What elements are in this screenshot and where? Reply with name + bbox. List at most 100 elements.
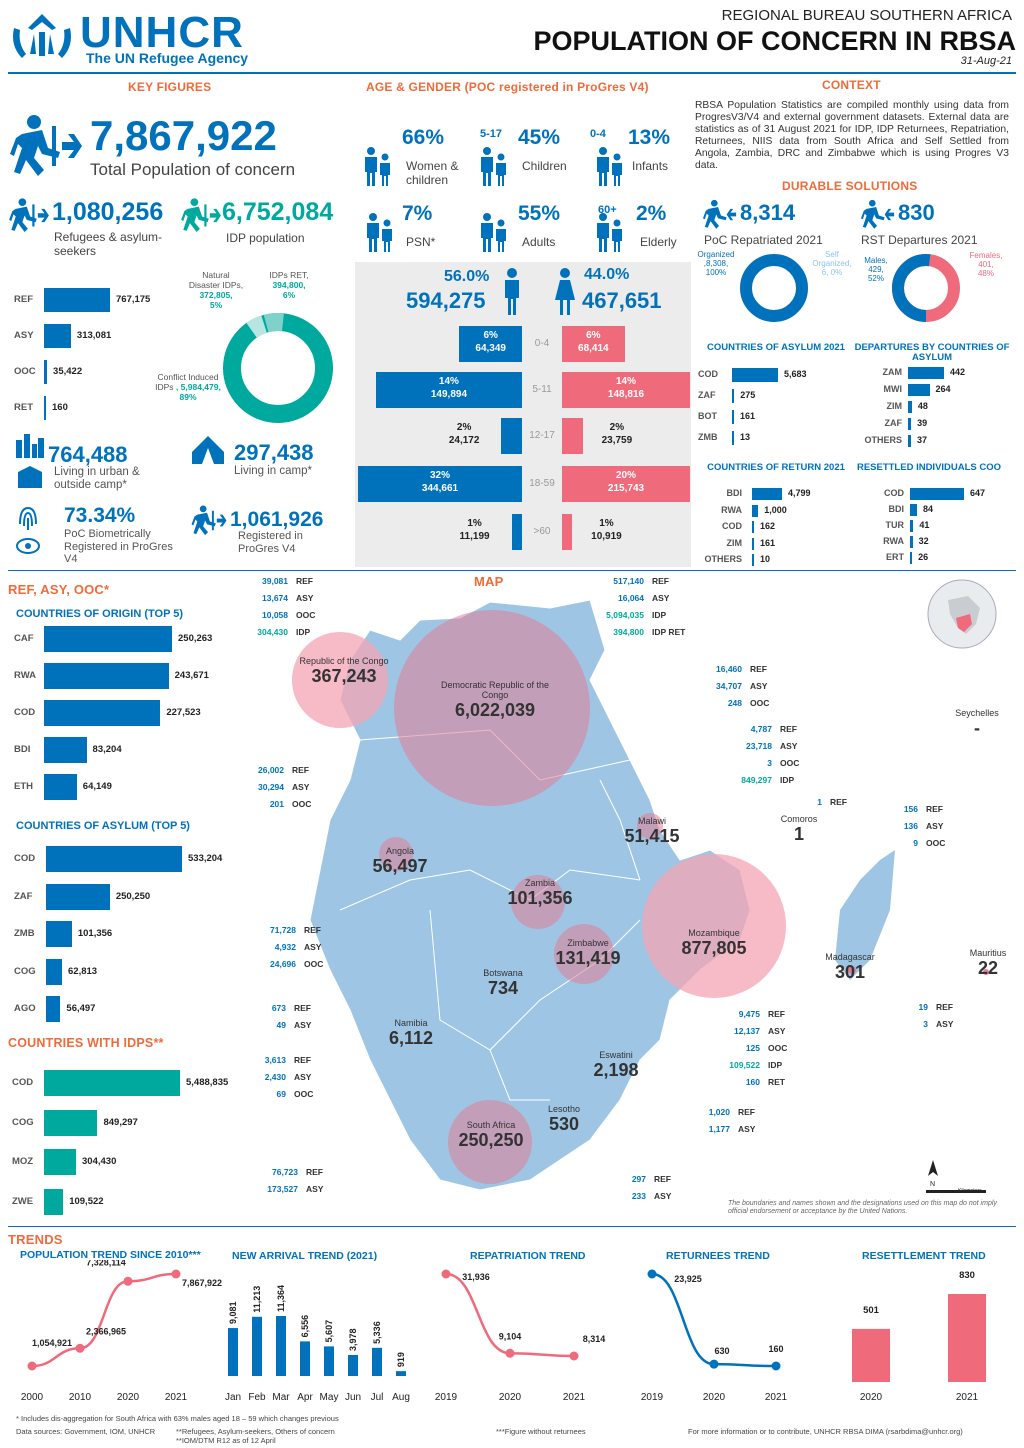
map-country-name: Democratic Republic of the Congo — [440, 680, 550, 700]
ctx-return-label: BDI — [726, 488, 743, 498]
donut-idpsret-label: IDPs RET, 394,800, 6% — [258, 270, 320, 300]
durable-solutions-title: DURABLE SOLUTIONS — [782, 179, 918, 193]
map-country: South Africa 250,250 — [444, 1120, 538, 1151]
idps-label: MOZ — [12, 1156, 34, 1167]
pyramid-female-pct: 14% — [615, 376, 636, 387]
asylum-top5-bar — [46, 846, 182, 872]
pyramid-female-val: 215,743 — [607, 483, 645, 494]
callout-type: OOC — [926, 838, 946, 848]
idpsret-value: 394,800, — [272, 280, 306, 290]
ctx-resettled-value: 84 — [923, 504, 934, 514]
ctx-resettled-label: RWA — [883, 536, 904, 546]
origin-label: BDI — [14, 744, 31, 755]
ctx-departures-bar — [908, 384, 930, 396]
trend-data-label: 2,366,965 — [86, 1326, 126, 1336]
trend-bar-label: 830 — [959, 1270, 975, 1281]
rst-donut — [890, 252, 962, 329]
trend-x-label: 2010 — [69, 1392, 92, 1403]
map-country: Zimbabwe 131,419 — [548, 938, 628, 969]
callout-value: 1,177 — [708, 1124, 730, 1134]
conflict-value: , 5,984,479, — [175, 382, 221, 392]
ag-stat-label: Infants — [632, 159, 669, 173]
trend-x-label: 2021 — [765, 1392, 788, 1403]
asylum-top5-value: 56,497 — [66, 1003, 96, 1014]
pyramid-male-val: 64,349 — [475, 343, 506, 354]
kf-label: RET — [14, 402, 33, 413]
origin-bar — [44, 626, 172, 652]
callout-type: REF — [936, 1002, 953, 1012]
rst-donut-right-label: Females, 401, 48% — [962, 251, 1010, 278]
people-icon — [365, 147, 390, 186]
callout-type: RET — [768, 1077, 785, 1087]
north-arrow-icon: N — [926, 1158, 940, 1193]
idps-label: COD — [12, 1077, 34, 1088]
map-country-name: Botswana — [483, 968, 523, 978]
callout-value: 16,460 — [716, 664, 742, 674]
scale-label: Kilometers — [958, 1188, 982, 1194]
footer-sources: Data sources: Government, IOM, UNHCR — [16, 1427, 156, 1436]
callout-type: ASY — [750, 681, 768, 691]
refugees-label: Refugees & asylum-seekers — [54, 230, 163, 258]
pyramid-male-val: 11,199 — [459, 531, 490, 542]
trend-bar — [300, 1341, 310, 1376]
urban-value: 764,488 — [48, 442, 128, 467]
total-population-label: Total Population of concern — [90, 160, 296, 179]
callout-type: IDP — [652, 610, 667, 620]
ag-stat-range: 0-4 — [590, 128, 606, 140]
idps-bar — [44, 1188, 64, 1215]
callout-type: REF — [296, 576, 313, 586]
females-text: Females, — [969, 251, 1003, 260]
map-country: Seychelles - — [952, 708, 1002, 739]
origin-value: 83,204 — [92, 744, 122, 755]
pyramid-male-pct: 1% — [467, 518, 482, 529]
callout-type: REF — [926, 804, 943, 814]
map-country-name: South Africa — [466, 1120, 516, 1130]
callout-value: 849,297 — [741, 775, 772, 785]
trend-data-label: 160 — [768, 1344, 783, 1354]
idps-bar — [44, 1109, 98, 1136]
ctx-return-label: OTHERS — [704, 554, 742, 564]
trend-x-label: Jun — [345, 1392, 361, 1403]
conflict-text: Conflict Induced IDPs — [155, 372, 219, 392]
asylum-top5-label: COD — [14, 853, 36, 864]
pyramid-male-pct: 14% — [438, 376, 459, 387]
callout-value: 517,140 — [613, 576, 644, 586]
map-country-name: Malawi — [637, 816, 666, 826]
callout-value: 3 — [923, 1019, 928, 1029]
ctx-departures-label: ZAM — [882, 367, 903, 377]
map-title: MAP — [474, 574, 504, 589]
trend-bar-label: 5,607 — [324, 1320, 334, 1343]
ctx-asylum-value: 275 — [740, 390, 756, 400]
origin-bar — [44, 700, 161, 726]
map-country: Eswatini 2,198 — [586, 1050, 646, 1081]
idps-bar — [44, 1149, 77, 1175]
map-country: Comoros 1 — [772, 814, 826, 845]
map-country-value: 250,250 — [458, 1130, 524, 1150]
kf-label: REF — [14, 294, 33, 305]
ctx-resettled-bar — [910, 488, 964, 500]
repatriation-donut — [738, 252, 810, 329]
kf-bar — [44, 396, 46, 420]
ctx-resettled-value: 26 — [918, 552, 929, 562]
rep-donut-left-label: Organized ,8,308, 100% — [694, 250, 738, 277]
origin-bar — [44, 774, 77, 800]
origin-value: 250,263 — [178, 633, 213, 644]
callout-type: ASY — [292, 782, 310, 792]
callout-value: 1,020 — [708, 1107, 730, 1117]
header-divider — [8, 72, 1016, 74]
trend-data-label: 8,314 — [583, 1334, 606, 1344]
camp-value: 297,438 — [234, 440, 314, 465]
trend-x-label: May — [320, 1392, 339, 1403]
map-disclaimer: The boundaries and names shown and the d… — [728, 1200, 997, 1215]
trend-bar-label: 919 — [396, 1352, 406, 1367]
trend-x-label: 2021 — [956, 1392, 979, 1403]
ag-stat-pct: 13% — [628, 126, 671, 149]
map-country: Lesotho 530 — [534, 1104, 594, 1135]
ag-stat-pct: 55% — [518, 202, 561, 225]
callout-value: 125 — [745, 1043, 760, 1053]
idp-label: IDP population — [226, 231, 305, 245]
callout-type: REF — [780, 724, 797, 734]
callout-type: OOC — [780, 758, 800, 768]
ctx-return-label: ZIM — [726, 537, 743, 548]
departures-title: DEPARTURES BY COUNTRIES OF ASYLUM — [854, 342, 1010, 363]
